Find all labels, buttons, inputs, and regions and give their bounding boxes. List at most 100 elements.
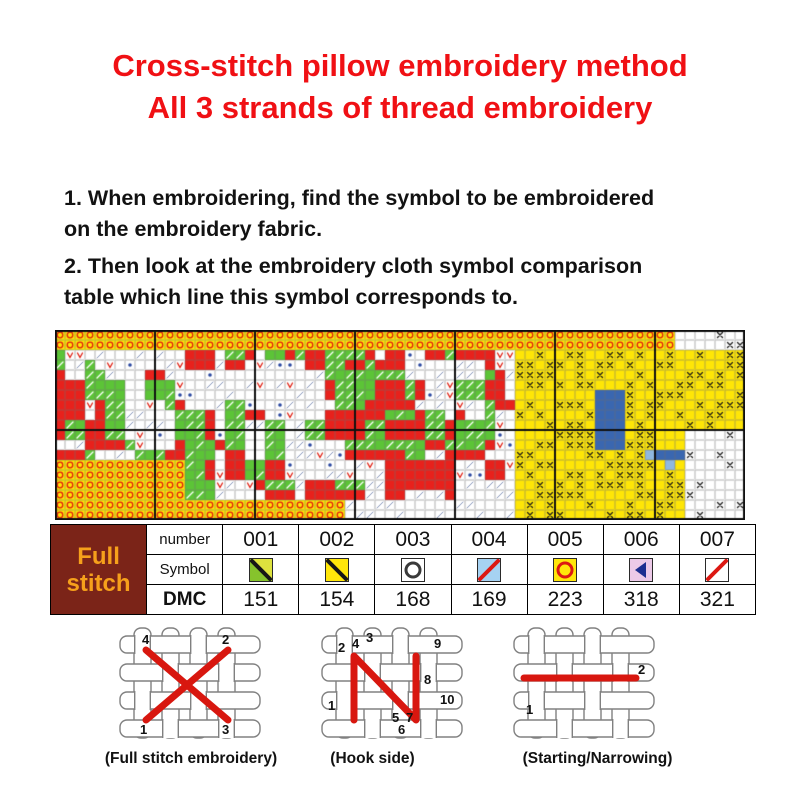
- diagonal-stripe-glyph: [324, 557, 349, 582]
- thread-number: 005: [526, 524, 604, 555]
- instructions-block: 1. When embroidering, find the symbol to…: [64, 183, 756, 313]
- chevron-glyph: [629, 557, 654, 582]
- cross-stitch-pattern-chart: [55, 330, 745, 520]
- stitch-step-number: 6: [398, 722, 405, 737]
- symbol-cell: [298, 554, 376, 585]
- weave-over-cross: [584, 691, 601, 710]
- thread-number: 003: [374, 524, 452, 555]
- row-label-symbol: Symbol: [146, 554, 224, 585]
- diagonal-stripe-glyph: [477, 557, 502, 582]
- stitch-step-number: 4: [352, 636, 360, 651]
- dmc-code: 321: [678, 584, 757, 615]
- dmc-code: 318: [602, 584, 680, 615]
- circle-outline-glyph: [400, 557, 425, 582]
- thread-number: 002: [298, 524, 376, 555]
- stitch-symbol-icon: [477, 557, 502, 582]
- weave-over-cross: [420, 719, 437, 738]
- dmc-code: 168: [374, 584, 452, 615]
- stitch-symbol-icon: [400, 557, 425, 582]
- stitch-step-number: 5: [392, 710, 399, 725]
- diagram-caption-starting: (Starting/Narrowing): [522, 750, 673, 767]
- symbol-cell: [678, 554, 757, 585]
- diagram-caption-full-stitch: (Full stitch embroidery): [104, 750, 278, 767]
- instruction-line-3: 2. Then look at the embroidery cloth sym…: [64, 254, 643, 278]
- weave-over-cross: [162, 719, 179, 738]
- weave-weft-bar: [513, 719, 655, 738]
- stitch-step-number: 1: [526, 702, 533, 717]
- weave-weft-bar: [321, 663, 463, 682]
- legend-row-number: Full stitch number 001 002 003 004 005 0…: [49, 524, 757, 615]
- stitch-step-number: 2: [638, 662, 645, 677]
- legend-row-symbol: Symbol: [51, 554, 757, 585]
- row-label-dmc: DMC: [146, 584, 224, 615]
- stitch-step-number: 4: [142, 632, 150, 647]
- weave-over-cross: [336, 635, 353, 654]
- symbol-cell: [450, 554, 528, 585]
- weave-over-cross: [218, 719, 235, 738]
- dmc-code: 223: [526, 584, 604, 615]
- instruction-line-2: on the embroidery fabric.: [64, 217, 323, 241]
- instruction-line-1: 1. When embroidering, find the symbol to…: [64, 186, 655, 210]
- stitch-step-number: 3: [222, 722, 229, 737]
- circle-outline-glyph: [553, 557, 578, 582]
- weave-over-cross: [584, 635, 601, 654]
- dmc-code: 151: [222, 584, 300, 615]
- stitch-step-number: 3: [366, 630, 373, 645]
- instruction-line-4: table which line this symbol corresponds…: [64, 285, 518, 309]
- thread-number: 001: [222, 524, 300, 555]
- full-stitch-diagram: 4 2 1 3: [119, 627, 261, 739]
- stitch-symbol-icon: [705, 557, 730, 582]
- weave-over-cross: [134, 691, 151, 710]
- weave-over-cross: [392, 635, 409, 654]
- stitch-symbol-icon: [553, 557, 578, 582]
- corner-label-line2: stitch: [66, 569, 131, 597]
- weave-over-cross: [420, 663, 437, 682]
- stitch-symbol-icon: [248, 557, 273, 582]
- weave-over-cross: [218, 663, 235, 682]
- stitch-step-number: 1: [140, 722, 147, 737]
- weave-over-cross: [528, 691, 545, 710]
- symbol-cell: [374, 554, 452, 585]
- diagram-caption-hook-side: (Hook side): [330, 750, 415, 767]
- stitch-step-number: 9: [434, 636, 441, 651]
- diagonal-stripe-glyph: [248, 557, 273, 582]
- dmc-code: 169: [450, 584, 528, 615]
- weave-warp-bar: [583, 627, 602, 739]
- stitch-symbol-icon: [324, 557, 349, 582]
- diagonal-stripe-glyph: [705, 557, 730, 582]
- hook-side-diagram: 2 4 3 9 8 10 1 5 76: [321, 627, 463, 739]
- page-subtitle: All 3 strands of thread embroidery: [147, 90, 653, 125]
- symbol-legend-table: Full stitch number 001 002 003 004 005 0…: [49, 524, 757, 615]
- thread-number: 007: [678, 524, 757, 555]
- weave-over-cross: [190, 635, 207, 654]
- stitch-step-number: 7: [406, 710, 413, 725]
- symbol-cell: [602, 554, 680, 585]
- stitch-symbol-icon: [629, 557, 654, 582]
- stitch-step-number: 10: [440, 692, 454, 707]
- starting-narrowing-diagram: 21: [513, 627, 655, 739]
- weave-warp-bar: [527, 627, 546, 739]
- stitch-step-number: 1: [328, 698, 335, 713]
- weave-over-cross: [556, 719, 573, 738]
- row-label-number: number: [146, 524, 224, 555]
- stitch-thread: [142, 646, 232, 724]
- weave-warp-bar: [133, 627, 152, 739]
- weave-over-cross: [528, 635, 545, 654]
- symbol-cell: [526, 554, 604, 585]
- legend-row-dmc: DMC 151 154 168 169 223 318 321: [51, 584, 757, 615]
- weave-over-cross: [364, 719, 381, 738]
- dmc-code: 154: [298, 584, 376, 615]
- thread-number: 004: [450, 524, 528, 555]
- stitch-step-number: 8: [424, 672, 431, 687]
- weave-over-cross: [612, 719, 629, 738]
- corner-label-line1: Full: [77, 542, 120, 570]
- thread-number: 006: [602, 524, 680, 555]
- stitch-thread: [350, 652, 420, 724]
- stitch-step-number: 2: [338, 640, 345, 655]
- symbol-cell: [222, 554, 300, 585]
- weave-over-cross: [336, 691, 353, 710]
- page-title: Cross-stitch pillow embroidery method: [112, 48, 688, 83]
- legend-corner-label: Full stitch: [49, 524, 148, 615]
- stitch-step-number: 2: [222, 632, 229, 647]
